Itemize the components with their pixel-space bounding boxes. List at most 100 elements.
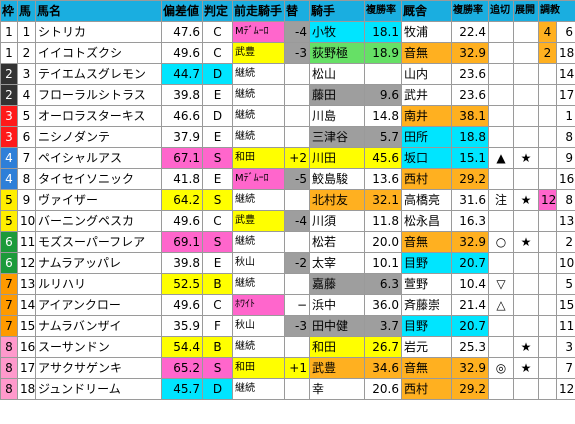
zenso-kishu-cell: 継続	[232, 126, 285, 148]
kae-cell: -5	[284, 168, 310, 190]
hensachi-cell: 49.6	[161, 210, 203, 232]
oikiri-cell	[488, 84, 514, 106]
tenkai-cell	[513, 105, 539, 127]
uma-cell: 5	[17, 105, 36, 127]
kishu-rate-cell: 3.7	[364, 315, 402, 337]
hantei-cell: E	[202, 84, 233, 106]
chokyo-cell	[538, 126, 557, 148]
kishu-cell: 鮫島駿	[309, 168, 365, 190]
hensachi-cell: 52.5	[161, 273, 203, 295]
hantei-cell: S	[202, 231, 233, 253]
kyusha-cell: 斉藤崇	[401, 294, 452, 316]
kae-cell: -4	[284, 21, 310, 43]
kyusha-cell: 萱野	[401, 273, 452, 295]
horse-name: モズスーパーフレア	[35, 231, 162, 253]
uma-cell: 17	[17, 357, 36, 379]
race-table: 枠 馬 馬名 偏差値 判定 前走騎手 替 騎手 複勝率 厩舎 複勝率 追切 展開…	[0, 0, 575, 400]
uma-cell: 8	[17, 168, 36, 190]
kae-cell: -3	[284, 42, 310, 64]
hensachi-cell: 35.9	[161, 315, 203, 337]
hantei-cell: F	[202, 315, 233, 337]
kyusha-rate-cell: 16.3	[451, 210, 489, 232]
kyusha-rate-cell: 38.1	[451, 105, 489, 127]
header-zenso: 前走騎手	[232, 0, 285, 22]
hensachi-cell: 67.1	[161, 147, 203, 169]
hantei-cell: B	[202, 336, 233, 358]
uma-cell: 6	[17, 126, 36, 148]
zenso-kishu-cell: Mﾃﾞﾑｰﾛ	[232, 168, 285, 190]
horse-name: ジュンドリーム	[35, 378, 162, 400]
waku-cell: 2	[0, 84, 18, 106]
tenkai-cell: ★	[513, 336, 539, 358]
zenso-kishu-cell: Mﾃﾞﾑｰﾛ	[232, 21, 285, 43]
kae-cell	[284, 273, 310, 295]
horse-name: ヴァイザー	[35, 189, 162, 211]
oikiri-cell	[488, 42, 514, 64]
kae-cell: +1	[284, 357, 310, 379]
table-body: 1 1 シトリカ 47.6 C Mﾃﾞﾑｰﾛ -4 小牧 18.1 牧浦 22.4 4 6 1 2 イイコトズ…	[0, 21, 575, 400]
oikiri-cell: 注	[488, 189, 514, 211]
horse-name: タイセイソニック	[35, 168, 162, 190]
chokyo-rank-cell: 8	[556, 126, 575, 148]
kishu-cell: 幸	[309, 378, 365, 400]
oikiri-cell	[488, 315, 514, 337]
kyusha-cell: 目野	[401, 252, 452, 274]
waku-cell: 5	[0, 189, 18, 211]
kyusha-rate-cell: 10.4	[451, 273, 489, 295]
tenkai-cell: ★	[513, 357, 539, 379]
kishu-cell: 小牧	[309, 21, 365, 43]
uma-cell: 16	[17, 336, 36, 358]
tenkai-cell: ★	[513, 147, 539, 169]
hantei-cell: C	[202, 21, 233, 43]
tenkai-cell	[513, 378, 539, 400]
hensachi-cell: 54.4	[161, 336, 203, 358]
kyusha-cell: 田所	[401, 126, 452, 148]
kishu-rate-cell: 6.3	[364, 273, 402, 295]
kyusha-rate-cell: 25.3	[451, 336, 489, 358]
zenso-kishu-cell: 継続	[232, 84, 285, 106]
oikiri-cell	[488, 105, 514, 127]
chokyo-rank-cell: 10	[556, 252, 575, 274]
hantei-cell: B	[202, 273, 233, 295]
table-row: 8 16 スーサンドン 54.4 B 継続 和田 26.7 岩元 25.3 ★ 3	[0, 336, 575, 358]
kyusha-cell: 松永昌	[401, 210, 452, 232]
waku-cell: 4	[0, 168, 18, 190]
zenso-kishu-cell: 和田	[232, 357, 285, 379]
kishu-rate-cell: 11.8	[364, 210, 402, 232]
hensachi-cell: 46.6	[161, 105, 203, 127]
table-row: 1 1 シトリカ 47.6 C Mﾃﾞﾑｰﾛ -4 小牧 18.1 牧浦 22.4 4 6	[0, 21, 575, 43]
table-row: 4 8 タイセイソニック 41.8 E Mﾃﾞﾑｰﾛ -5 鮫島駿 13.6 西村 29.2 16	[0, 168, 575, 190]
header-waku: 枠	[0, 0, 18, 22]
tenkai-cell: ★	[513, 189, 539, 211]
table-row: 8 18 ジュンドリーム 45.7 D 継続 幸 20.6 西村 29.2 12	[0, 378, 575, 400]
kae-cell	[284, 105, 310, 127]
zenso-kishu-cell: ﾎﾜｲﾄ	[232, 294, 285, 316]
hantei-cell: C	[202, 294, 233, 316]
header-hantei: 判定	[202, 0, 233, 22]
kae-cell	[284, 231, 310, 253]
kyusha-cell: 西村	[401, 378, 452, 400]
chokyo-rank-cell: 17	[556, 84, 575, 106]
kishu-cell: 川島	[309, 105, 365, 127]
uma-cell: 3	[17, 63, 36, 85]
hensachi-cell: 64.2	[161, 189, 203, 211]
kyusha-rate-cell: 29.2	[451, 378, 489, 400]
chokyo-rank-cell: 15	[556, 294, 575, 316]
horse-name: アイアンクロー	[35, 294, 162, 316]
hensachi-cell: 39.8	[161, 84, 203, 106]
chokyo-rank-cell: 14	[556, 63, 575, 85]
kishu-cell: 藤田	[309, 84, 365, 106]
chokyo-cell	[538, 315, 557, 337]
oikiri-cell	[488, 21, 514, 43]
kishu-rate-cell: 9.6	[364, 84, 402, 106]
kishu-cell: 和田	[309, 336, 365, 358]
chokyo-rank-cell: 8	[556, 189, 575, 211]
horse-name: ナムラアッパレ	[35, 252, 162, 274]
kyusha-rate-cell: 21.4	[451, 294, 489, 316]
hensachi-cell: 44.7	[161, 63, 203, 85]
kishu-cell: 三津谷	[309, 126, 365, 148]
chokyo-rank-cell: 18	[556, 42, 575, 64]
kyusha-cell: 高橋亮	[401, 189, 452, 211]
hensachi-cell: 45.7	[161, 378, 203, 400]
kae-cell	[284, 126, 310, 148]
